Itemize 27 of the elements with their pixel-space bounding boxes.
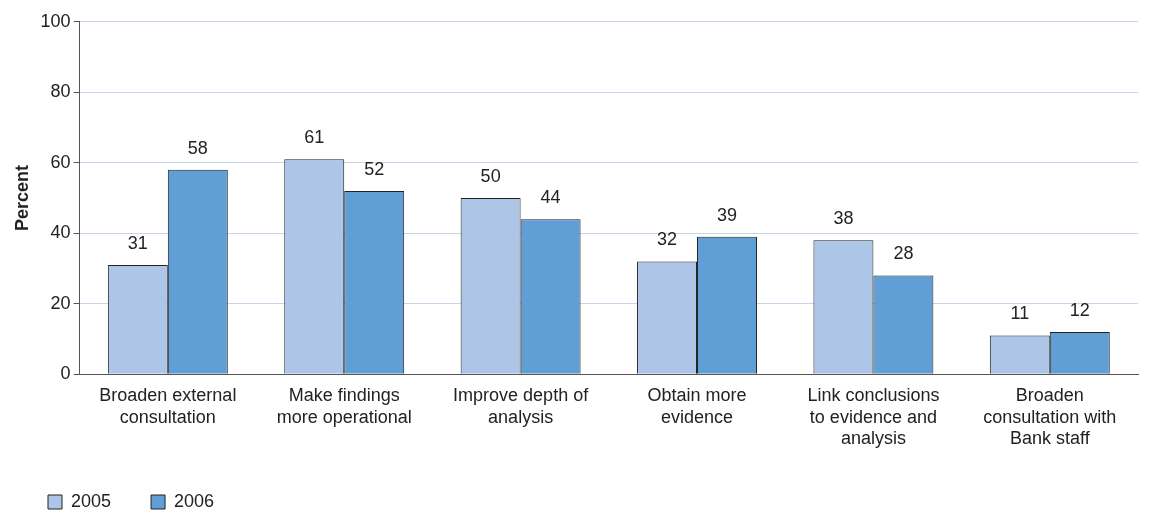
- data-label: 12: [1069, 299, 1090, 320]
- x-tick-label: Broaden consultation with Bank staff: [983, 384, 1117, 449]
- data-label: 52: [364, 158, 385, 179]
- data-label: 50: [480, 165, 501, 186]
- x-tick-label: Obtain more evidence: [647, 384, 747, 427]
- data-label: 11: [1010, 303, 1030, 324]
- x-tick-label: Broaden external consultation: [99, 384, 237, 427]
- y-tick-label: 40: [50, 222, 71, 243]
- legend-label: 2005: [71, 490, 112, 511]
- data-label: 32: [657, 229, 678, 250]
- y-tick-label: 20: [50, 292, 71, 313]
- data-label: 31: [127, 232, 148, 253]
- y-tick-label: 100: [40, 10, 71, 31]
- x-tick-label: Make findings more operational: [276, 384, 412, 427]
- x-tick-label: Link conclusions to evidence and analysis: [807, 384, 940, 449]
- x-tick-label: Improve depth of analysis: [453, 384, 590, 427]
- data-label: 44: [540, 187, 561, 208]
- data-label: 61: [304, 127, 325, 148]
- y-tick-label: 80: [50, 81, 71, 102]
- y-tick-label: 0: [60, 363, 71, 384]
- legend-label: 2006: [174, 490, 215, 511]
- data-label: 58: [187, 137, 208, 158]
- data-label: 39: [716, 204, 738, 225]
- data-label: 38: [833, 208, 854, 229]
- y-axis-title: Percent: [11, 164, 32, 232]
- y-tick-label: 60: [50, 151, 71, 172]
- data-label: 28: [893, 243, 914, 264]
